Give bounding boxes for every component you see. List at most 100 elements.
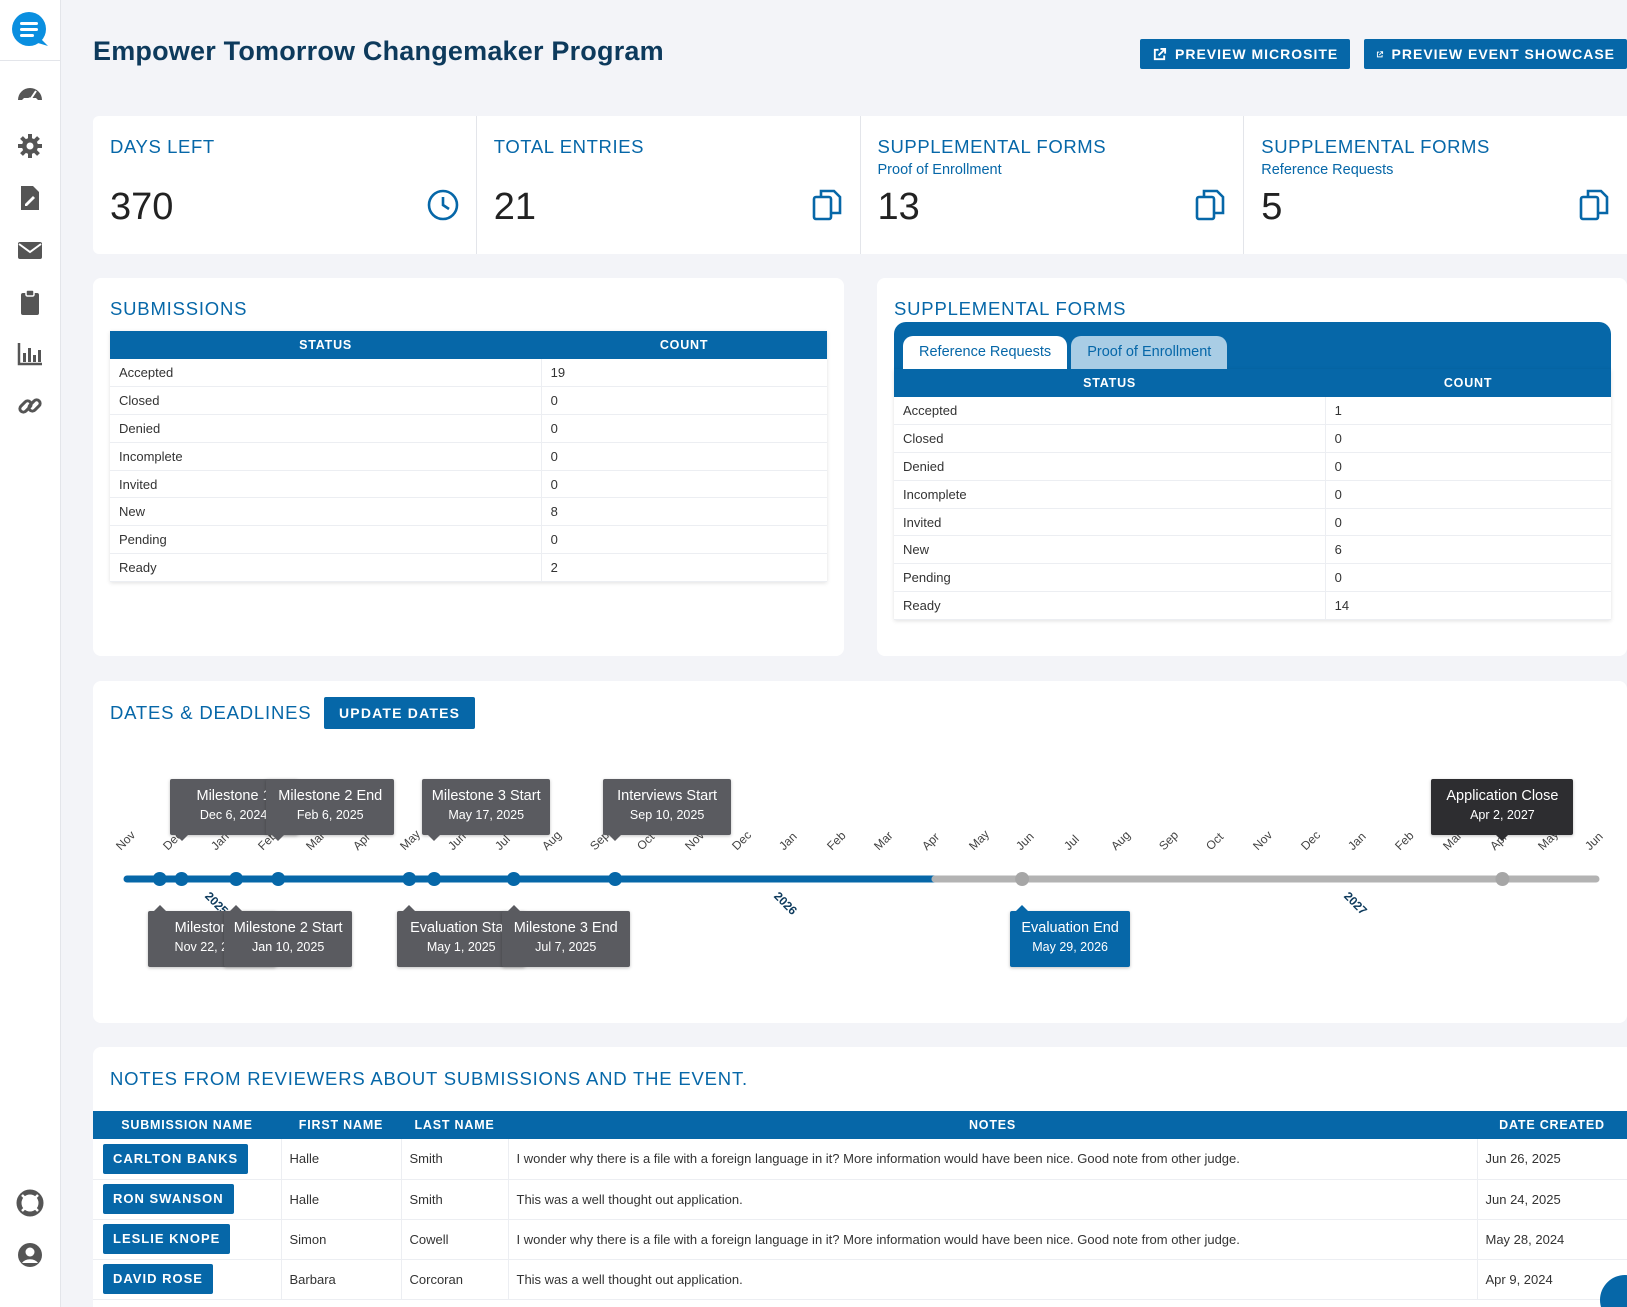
column-header-status: STATUS — [110, 331, 542, 359]
stat-label: SUPPLEMENTAL FORMS — [1261, 136, 1490, 157]
submission-name-button[interactable]: CARLTON BANKS — [103, 1143, 249, 1174]
table-row: Ready 14 — [894, 591, 1611, 620]
submission-name-button[interactable]: DAVID ROSE — [103, 1264, 213, 1294]
date-created-cell: Jun 24, 2025 — [1476, 1179, 1627, 1220]
tooltip-pointer — [507, 905, 520, 911]
tooltip-pointer — [609, 835, 622, 841]
status-cell: Incomplete — [894, 480, 1326, 509]
count-cell: 0 — [1324, 452, 1611, 481]
date-created-cell: Jun 26, 2025 — [1476, 1139, 1627, 1180]
count-cell: 0 — [540, 470, 827, 499]
stat-label: TOTAL ENTRIES — [493, 136, 645, 157]
tab-proof-of-enrollment[interactable]: Proof of Enrollment — [1071, 336, 1228, 369]
milestone-tooltip: Milestone 2 End Feb 6, 2025 — [266, 779, 395, 835]
submission-name-button[interactable]: RON SWANSON — [103, 1184, 234, 1214]
stat-value: 13 — [877, 186, 920, 228]
column-header-status: STATUS — [894, 369, 1326, 397]
milestone-dot[interactable] — [229, 872, 244, 886]
supplemental-forms-title: SUPPLEMENTAL FORMS — [894, 298, 1127, 319]
table-row: Pending 0 — [894, 563, 1611, 593]
table-row: Incomplete 0 — [894, 480, 1611, 509]
last-name-cell: Smith — [400, 1179, 508, 1220]
notes-table: SUBMISSION NAME FIRST NAME LAST NAME NOT… — [93, 1111, 1627, 1300]
dashboard-icon[interactable] — [16, 80, 44, 108]
stat-value: 21 — [493, 186, 537, 228]
milestone-label: Evaluation End — [1021, 920, 1119, 936]
note-cell: This was a well thought out application. — [507, 1179, 1477, 1220]
milestone-tooltip: Interviews Start Sep 10, 2025 — [603, 779, 732, 835]
table-row: Denied 0 — [110, 414, 827, 443]
envelope-icon[interactable] — [16, 236, 44, 264]
status-cell: New — [110, 497, 542, 527]
clock-icon — [427, 189, 459, 221]
first-name-cell: Halle — [280, 1179, 401, 1220]
milestone-date: May 17, 2025 — [448, 808, 525, 822]
stat-total-entries: TOTAL ENTRIES 21 — [477, 116, 861, 254]
milestone-dot[interactable] — [608, 872, 623, 886]
app-logo-icon[interactable] — [10, 10, 50, 50]
table-row: Closed 0 — [110, 386, 827, 416]
last-name-cell: Cowell — [400, 1219, 508, 1260]
note-cell: This was a well thought out application. — [507, 1259, 1477, 1300]
note-cell: I wonder why there is a file with a fore… — [507, 1139, 1477, 1180]
milestone-dot[interactable] — [1495, 872, 1510, 886]
dates-title: DATES & DEADLINES — [110, 702, 312, 723]
clipboard-icon[interactable] — [16, 288, 44, 316]
milestone-label: Application Close — [1446, 788, 1559, 804]
note-cell: I wonder why there is a file with a fore… — [507, 1219, 1477, 1260]
submissions-title: SUBMISSIONS — [110, 298, 248, 319]
table-row: Invited 0 — [894, 508, 1611, 537]
timeline-track — [123, 872, 1600, 886]
tooltip-pointer — [175, 835, 188, 841]
table-row: CARLTON BANKS Halle Smith I wonder why ther… — [93, 1139, 1627, 1180]
table-row: New 8 — [110, 497, 827, 527]
status-cell: Incomplete — [110, 442, 542, 471]
milestone-dot[interactable] — [402, 872, 417, 886]
submission-cell: RON SWANSON — [93, 1179, 281, 1220]
milestone-label: Interviews Start — [617, 788, 718, 804]
stat-proof-of-enrollment: SUPPLEMENTAL FORMS Proof of Enrollment 1… — [861, 116, 1245, 254]
copy-icon — [812, 189, 841, 221]
count-cell: 14 — [1324, 591, 1611, 620]
submission-cell: CARLTON BANKS — [93, 1139, 281, 1180]
milestone-dot[interactable] — [1015, 872, 1030, 886]
status-cell: New — [894, 535, 1326, 565]
preview-microsite-button[interactable]: PREVIEW MICROSITE — [1140, 39, 1351, 69]
milestone-date: May 1, 2025 — [426, 940, 496, 954]
submission-cell: LESLIE KNOPE — [93, 1219, 281, 1260]
column-header-count: COUNT — [1325, 369, 1611, 397]
count-cell: 6 — [1324, 535, 1611, 565]
timeline: Nov Dec Jan Feb Mar Apr May Jun Jul Aug Sep Oct Nov D… — [93, 681, 1627, 1023]
preview-event-showcase-button[interactable]: PREVIEW EVENT SHOWCASE — [1364, 39, 1627, 69]
table-row: New 6 — [894, 535, 1611, 565]
status-cell: Invited — [894, 508, 1326, 537]
file-edit-icon[interactable] — [16, 184, 44, 212]
help-lifebuoy-icon[interactable] — [16, 1189, 44, 1217]
milestone-label: Evaluation Start — [410, 920, 513, 936]
milestone-date: Jan 10, 2025 — [252, 940, 325, 954]
milestone-dot[interactable] — [271, 872, 286, 886]
milestone-dot[interactable] — [174, 872, 189, 886]
notes-title: NOTES FROM REVIEWERS ABOUT SUBMISSIONS A… — [110, 1068, 748, 1089]
status-cell: Accepted — [894, 397, 1326, 426]
first-name-cell: Simon — [280, 1219, 401, 1260]
bar-chart-icon[interactable] — [16, 340, 44, 368]
gear-icon[interactable] — [16, 132, 44, 160]
milestone-tooltip: Milestone 3 End Jul 7, 2025 — [501, 911, 630, 967]
user-icon[interactable] — [16, 1241, 44, 1269]
count-cell: 19 — [540, 359, 827, 388]
supplemental-tabs-container: Reference Requests Proof of Enrollment S… — [894, 322, 1611, 620]
count-cell: 0 — [1324, 563, 1611, 593]
tab-reference-requests[interactable]: Reference Requests — [903, 336, 1068, 369]
submission-name-button[interactable]: LESLIE KNOPE — [103, 1224, 231, 1254]
milestone-dot[interactable] — [506, 872, 521, 886]
column-header-date-created: DATE CREATED — [1477, 1111, 1627, 1139]
milestone-dot[interactable] — [427, 872, 442, 886]
milestone-dot[interactable] — [152, 872, 167, 886]
status-cell: Denied — [110, 414, 542, 443]
milestone-tooltip: Application Close Apr 2, 2027 — [1431, 779, 1574, 835]
link-icon[interactable] — [16, 392, 44, 420]
stat-value: 370 — [110, 186, 174, 228]
column-header-first-name: FIRST NAME — [281, 1111, 401, 1139]
update-dates-button[interactable]: UPDATE DATES — [324, 697, 476, 729]
